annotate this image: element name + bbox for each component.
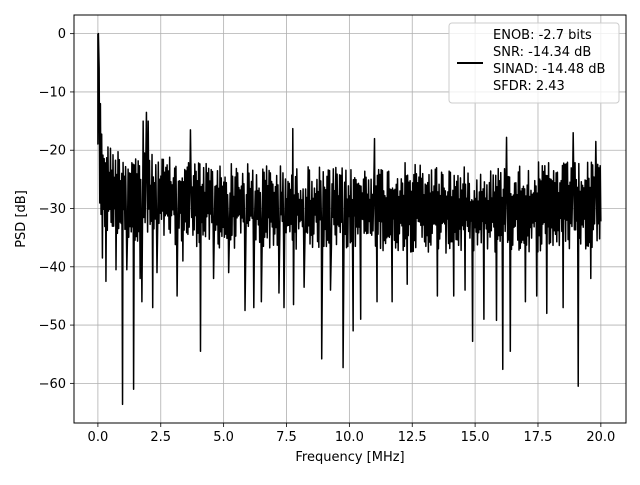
y-tick-label: −30 [39,202,66,217]
x-tick-label: 10.0 [335,430,364,445]
series-layer [97,32,602,406]
y-tick-label: −60 [39,377,66,392]
y-tick-label: −40 [39,260,66,275]
legend-sfdr: SFDR: 2.43 [493,79,565,94]
x-tick-label: 17.5 [524,430,553,445]
y-tick-label: 0 [58,27,66,42]
x-tick-label: 20.0 [586,430,615,445]
legend-box [448,22,620,104]
plot-frame [73,14,627,424]
y-axis-label: PSD [dB] [14,190,29,248]
y-axis-ticks: 0 −10 −20 −30 −40 −50 −60 [39,27,74,392]
x-axis-label: Frequency [MHz] [295,450,404,465]
x-tick-label: 5.0 [213,430,234,445]
x-tick-label: 7.5 [276,430,297,445]
x-axis-ticks: 0.0 2.5 5.0 7.5 10.0 12.5 15.0 17.5 20.0 [88,423,615,445]
x-tick-label: 15.0 [461,430,490,445]
x-tick-label: 0.0 [88,430,109,445]
legend-enob: ENOB: -2.7 bits [493,28,592,43]
psd-series-line [97,32,602,406]
legend-sinad: SINAD: -14.48 dB [493,62,605,77]
x-tick-label: 2.5 [150,430,171,445]
y-tick-label: −20 [39,144,66,159]
y-tick-label: −10 [39,85,66,100]
y-tick-label: −50 [39,319,66,334]
legend-snr: SNR: -14.34 dB [493,45,591,60]
legend: ENOB: -2.7 bits SNR: -14.34 dB SINAD: -1… [448,22,620,104]
x-tick-label: 12.5 [398,430,427,445]
